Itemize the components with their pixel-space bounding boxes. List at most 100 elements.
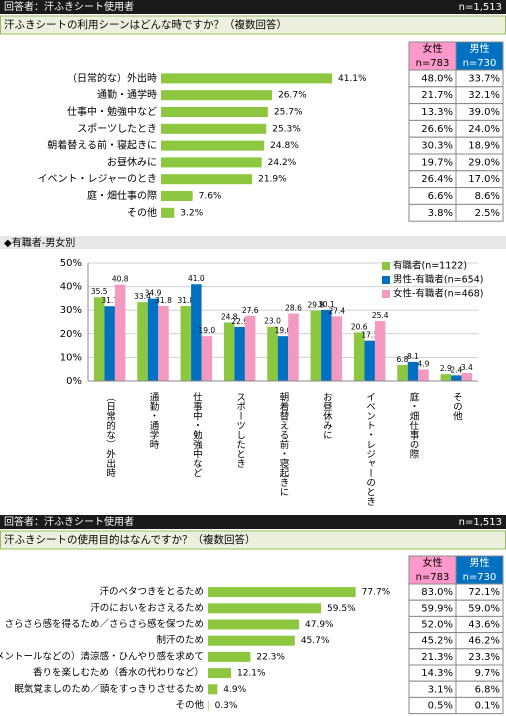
value-label: 0.3% [215,701,238,711]
table-header-text: 女性 [423,556,443,569]
bar [288,313,299,381]
value-label: 24.8 [221,312,238,321]
table-header [408,555,457,585]
bar [208,587,356,598]
bar [374,321,386,381]
value-label: 27.4 [328,306,345,315]
x-tick-label: 朝着替える前・寝起きに [278,392,290,497]
category-label: 仕事中・勉強中など [67,105,157,118]
category-label: さらさら感を得るため／さらさら感を保つため [4,618,204,630]
bar [364,340,375,381]
value-label: 34.9 [145,289,162,298]
category-label: （日常的な）外出時 [67,71,157,84]
table-header [455,555,504,585]
y-tick-label: 0% [66,376,82,387]
bar [161,157,262,168]
bar [277,336,289,381]
bar [158,305,169,381]
bar [267,326,278,381]
section-band [0,236,506,249]
table-cell-text: 13.3% [421,107,453,118]
table-cell-text: 52.0% [421,620,453,631]
value-label: 3.4 [461,363,473,372]
value-label: 20.6 [351,322,368,331]
bar [223,322,235,381]
x-tick-label: 仕事中・勉強中など [191,391,203,477]
table-header-text: 男性 [470,556,490,569]
sample-size: n=1,513 [459,517,502,528]
value-label: 33.4 [134,292,151,301]
header-bar [0,515,506,529]
bar [208,619,300,630]
legend-swatch [382,276,390,284]
table-header-text: n=730 [463,58,497,69]
value-label: 27.6 [242,306,259,315]
table-cell-text: 14.3% [421,668,453,679]
value-label: 19.0 [198,326,215,335]
bar [161,90,273,101]
value-label: 22.3% [256,652,285,662]
table-cell-text: 29.0% [468,157,500,168]
bar [161,191,193,201]
bar [161,174,253,185]
table-cell-text: 3.1% [428,684,453,695]
bar [440,374,452,381]
bar [161,107,268,117]
value-label: 25.4 [372,311,389,320]
table-cell-text: 39.0% [468,107,500,118]
x-tick-label: （日常的な）外出時 [104,392,116,478]
table-cell-text: 59.9% [421,603,453,614]
value-label: 41.0 [188,274,205,283]
value-label: 59.5% [327,604,356,614]
table-cell-text: 0.1% [475,701,500,712]
table-header [408,41,457,71]
category-label: 眠気覚ましのため／頭をすっきりさせるため [14,683,204,695]
table-cell-text: 21.3% [421,652,453,663]
bar [104,306,115,381]
y-tick-label: 20% [60,329,82,340]
bar [461,372,473,381]
table-cell [455,696,504,715]
value-label: 3.2% [180,208,203,218]
category-label: 汗のベタつきをとるため [99,586,204,598]
respondent: 回答者：汗ふきシート使用者 [4,0,134,13]
bar [161,123,267,134]
value-label: 7.6% [199,192,222,202]
category-label: スポーツしたとき [77,123,157,135]
value-label: 25.7% [274,108,303,118]
legend-swatch [382,290,390,298]
category-label: イベント・レジャーのとき [38,173,158,185]
y-tick-label: 40% [60,282,82,293]
y-tick-label: 10% [60,352,82,363]
table-cell-text: 59.0% [468,603,500,614]
question: 汗ふきシートの使用目的はなんですか？（複数回答） [4,533,255,546]
table-header-text: n=783 [416,572,450,583]
value-label: 77.7% [362,588,391,598]
category-label: お昼休みに [107,156,157,168]
x-tick-label: お昼休みに [321,392,333,440]
respondent: 回答者：汗ふきシート使用者 [4,515,134,528]
table-cell-text: 32.1% [468,90,500,101]
bar [418,369,429,381]
table-header-text: n=783 [416,58,450,69]
bar [397,364,408,381]
value-label: 12.1% [237,669,266,679]
category-label: 香りを楽しむため（香水の代わりなど） [33,667,204,679]
value-label: 2.9 [440,364,452,373]
category-label: 朝着替える前・寝起きに [47,139,157,152]
legend-swatch [382,262,390,270]
bar [321,309,332,381]
table-cell-text: 26.4% [421,174,453,185]
value-label: 31.8 [177,296,194,305]
value-label: 35.5 [91,287,108,296]
table-cell-text: 83.0% [421,587,453,598]
table-cell-text: 9.7% [475,668,500,679]
value-label: 19.0 [275,326,292,335]
bar [114,284,126,381]
bar [244,315,256,381]
x-tick-label: 庭・畑仕事の際 [408,391,420,459]
value-label: 41.1% [338,74,367,84]
table-cell-text: 21.7% [421,90,453,101]
bar [93,297,105,381]
legend-label: 女性-有職者(n=468) [393,288,483,300]
